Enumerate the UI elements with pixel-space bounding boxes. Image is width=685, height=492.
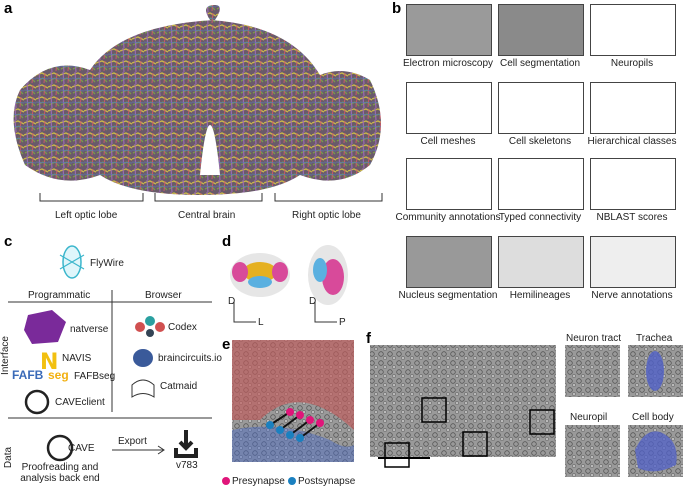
b-tile-image [406,4,492,56]
row-label: Interface [0,336,11,375]
b-tile-label: Nerve annotations [591,290,673,301]
region-label: Central brain [178,210,236,221]
tool: FAFBseg [74,371,116,382]
b-tile-image [590,4,676,56]
b-tile-image [406,82,492,134]
b-tile-label: Hemilineages [509,290,571,301]
b-tile-image [406,158,492,210]
tool: Codex [168,322,197,333]
legend-label: Presynapse [232,476,285,487]
svg-text:N: N [40,350,58,375]
b-tile-image [590,158,676,210]
b-tile-label: NBLAST scores [596,212,668,223]
icons: N [24,245,198,462]
b-tile-image [498,4,584,56]
tool: CAVEclient [55,397,105,408]
axis-label: D [228,296,236,307]
brain-render [13,5,381,195]
panel-label: a [4,0,13,17]
logo: seg [48,368,69,382]
tool: NAVIS [62,353,92,364]
column-header: Programmatic [28,290,91,301]
b-tile-image [498,82,584,134]
inset-label: Trachea [636,333,673,344]
b-tile-label: Cell skeletons [508,136,572,147]
b-tile-label: Electron microscopy [402,58,494,69]
axis-label: P [339,317,346,328]
tool: braincircuits.io [158,353,222,364]
b-tile-label: Cell meshes [420,136,476,147]
panel-label: c [4,233,13,250]
region-label: Left optic lobe [55,210,118,221]
inset-label: Cell body [632,412,674,423]
b-tile-label: Cell segmentation [499,58,581,69]
column-header: Browser [145,290,182,301]
brackets [39,193,383,202]
backend-name: CAVE [68,443,95,454]
b-tile-image [498,158,584,210]
brain-gap [200,125,220,175]
tool: natverse [70,324,109,335]
export-label: Export [118,436,147,447]
f-images [370,345,683,477]
axis-label: L [258,317,264,328]
legend-label: Postsynapse [298,476,356,487]
b-tile-image [498,236,584,288]
panel-label: e [222,336,231,353]
d-brains [230,245,348,323]
version: v783 [176,460,198,471]
inset-label: Neuropil [570,412,608,423]
b-tile-image [406,236,492,288]
panel-label: f [366,330,371,347]
axis-label: D [309,296,317,307]
e-image [222,340,354,485]
b-tile-image [590,82,676,134]
b-tile-label: Community annotations [395,212,501,223]
b-tile-label: Nucleus segmentation [398,290,498,301]
b-tile-label: Hierarchical classes [587,136,677,147]
backend-description: Proofreading and analysis back end [20,462,100,484]
row-label: Data [3,446,15,469]
b-tile-label: Neuropils [610,58,654,69]
b-tile-image [590,236,676,288]
panel-label: b [392,0,402,17]
panel-label: d [222,233,232,250]
app-name: FlyWire [90,258,124,269]
logo: FAFB [12,368,44,382]
b-tile-label: Typed connectivity [498,212,582,223]
region-label: Right optic lobe [292,210,361,221]
tool: Catmaid [160,381,198,392]
inset-label: Neuron tract [566,333,622,344]
c-lines [8,290,212,455]
